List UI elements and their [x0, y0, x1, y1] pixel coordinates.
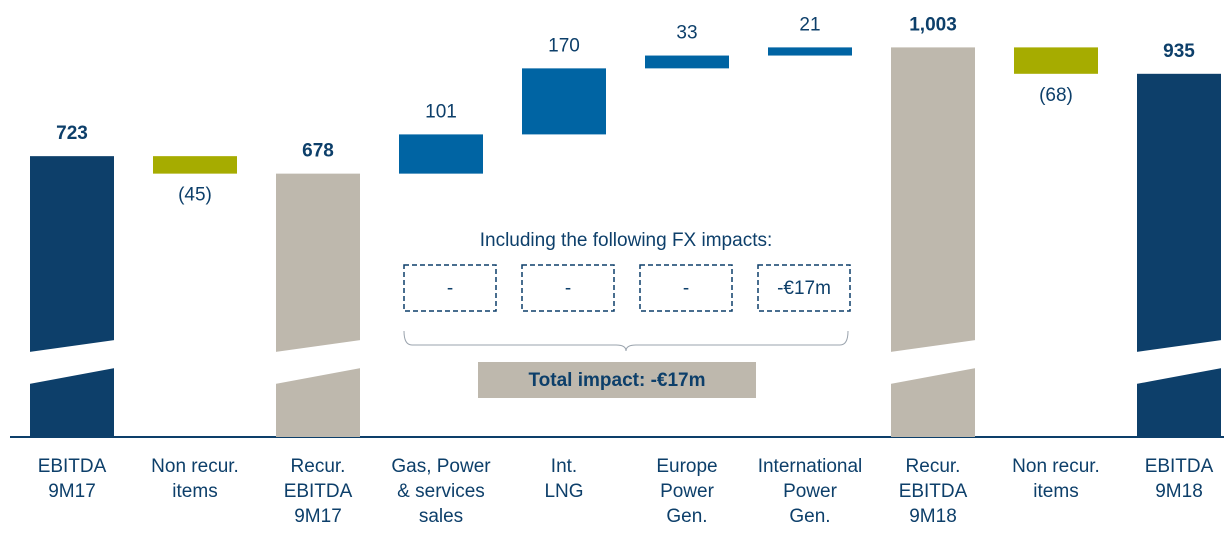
x-tick-label: items: [172, 481, 217, 502]
fx-value: -: [683, 278, 689, 299]
x-tick-label: LNG: [544, 481, 583, 502]
x-tick-label: Europe: [656, 456, 717, 477]
x-tick-label: 9M18: [909, 506, 957, 527]
axis-break: [29, 340, 115, 384]
x-tick-label: EBITDA: [899, 481, 968, 502]
value-label: 678: [302, 141, 334, 162]
axis-break: [275, 340, 361, 384]
bar: [768, 47, 852, 56]
fx-box: [639, 264, 733, 312]
value-label: (45): [178, 185, 212, 206]
value-label: 1,003: [909, 14, 957, 35]
value-label: 21: [799, 14, 820, 35]
fx-box: [757, 264, 851, 312]
x-tick-label: & services: [397, 481, 485, 502]
x-tick-label: Gas, Power: [391, 456, 491, 477]
value-label: 33: [676, 23, 697, 44]
axis-break: [1136, 340, 1222, 384]
value-label: (68): [1039, 85, 1073, 106]
x-tick-label: EBITDA: [284, 481, 353, 502]
x-tick-label: Int.: [551, 456, 577, 477]
x-tick-label: 9M17: [294, 506, 342, 527]
x-tick-label: International: [758, 456, 863, 477]
x-tick-label: Non recur.: [1012, 456, 1100, 477]
x-tick-label: 9M18: [1155, 481, 1203, 502]
value-label: 170: [548, 35, 580, 56]
fx-value: -€17m: [777, 278, 831, 299]
bar: [399, 134, 483, 174]
x-tick-label: Gen.: [666, 506, 707, 527]
x-tick-label: Recur.: [291, 456, 346, 477]
fx-box: [403, 264, 497, 312]
fx-value: -: [447, 278, 453, 299]
annotation-title: Including the following FX impacts:: [480, 230, 773, 251]
x-tick-label: Power: [660, 481, 715, 502]
x-tick-label: Gen.: [789, 506, 830, 527]
bar: [30, 156, 114, 437]
bar: [153, 156, 237, 174]
bar: [276, 173, 360, 437]
fx-box: [521, 264, 615, 312]
x-tick-label: sales: [419, 506, 463, 527]
brace: [403, 330, 849, 352]
fx-value: -: [565, 278, 571, 299]
x-tick-label: EBITDA: [38, 456, 107, 477]
value-label: 935: [1163, 41, 1195, 62]
bar: [522, 68, 606, 135]
x-tick-label: 9M17: [48, 481, 96, 502]
x-tick-label: items: [1033, 481, 1078, 502]
value-label: 723: [56, 123, 88, 144]
x-tick-label: Non recur.: [151, 456, 239, 477]
bar: [645, 55, 729, 69]
bar: [1137, 73, 1221, 437]
total-box: [478, 362, 756, 398]
bar: [1014, 47, 1098, 74]
x-tick-label: Recur.: [906, 456, 961, 477]
axis-break: [890, 340, 976, 384]
value-label: 101: [425, 101, 457, 122]
x-tick-label: EBITDA: [1145, 456, 1214, 477]
total-label: Total impact: -€17m: [528, 370, 705, 391]
x-tick-label: Power: [783, 481, 838, 502]
